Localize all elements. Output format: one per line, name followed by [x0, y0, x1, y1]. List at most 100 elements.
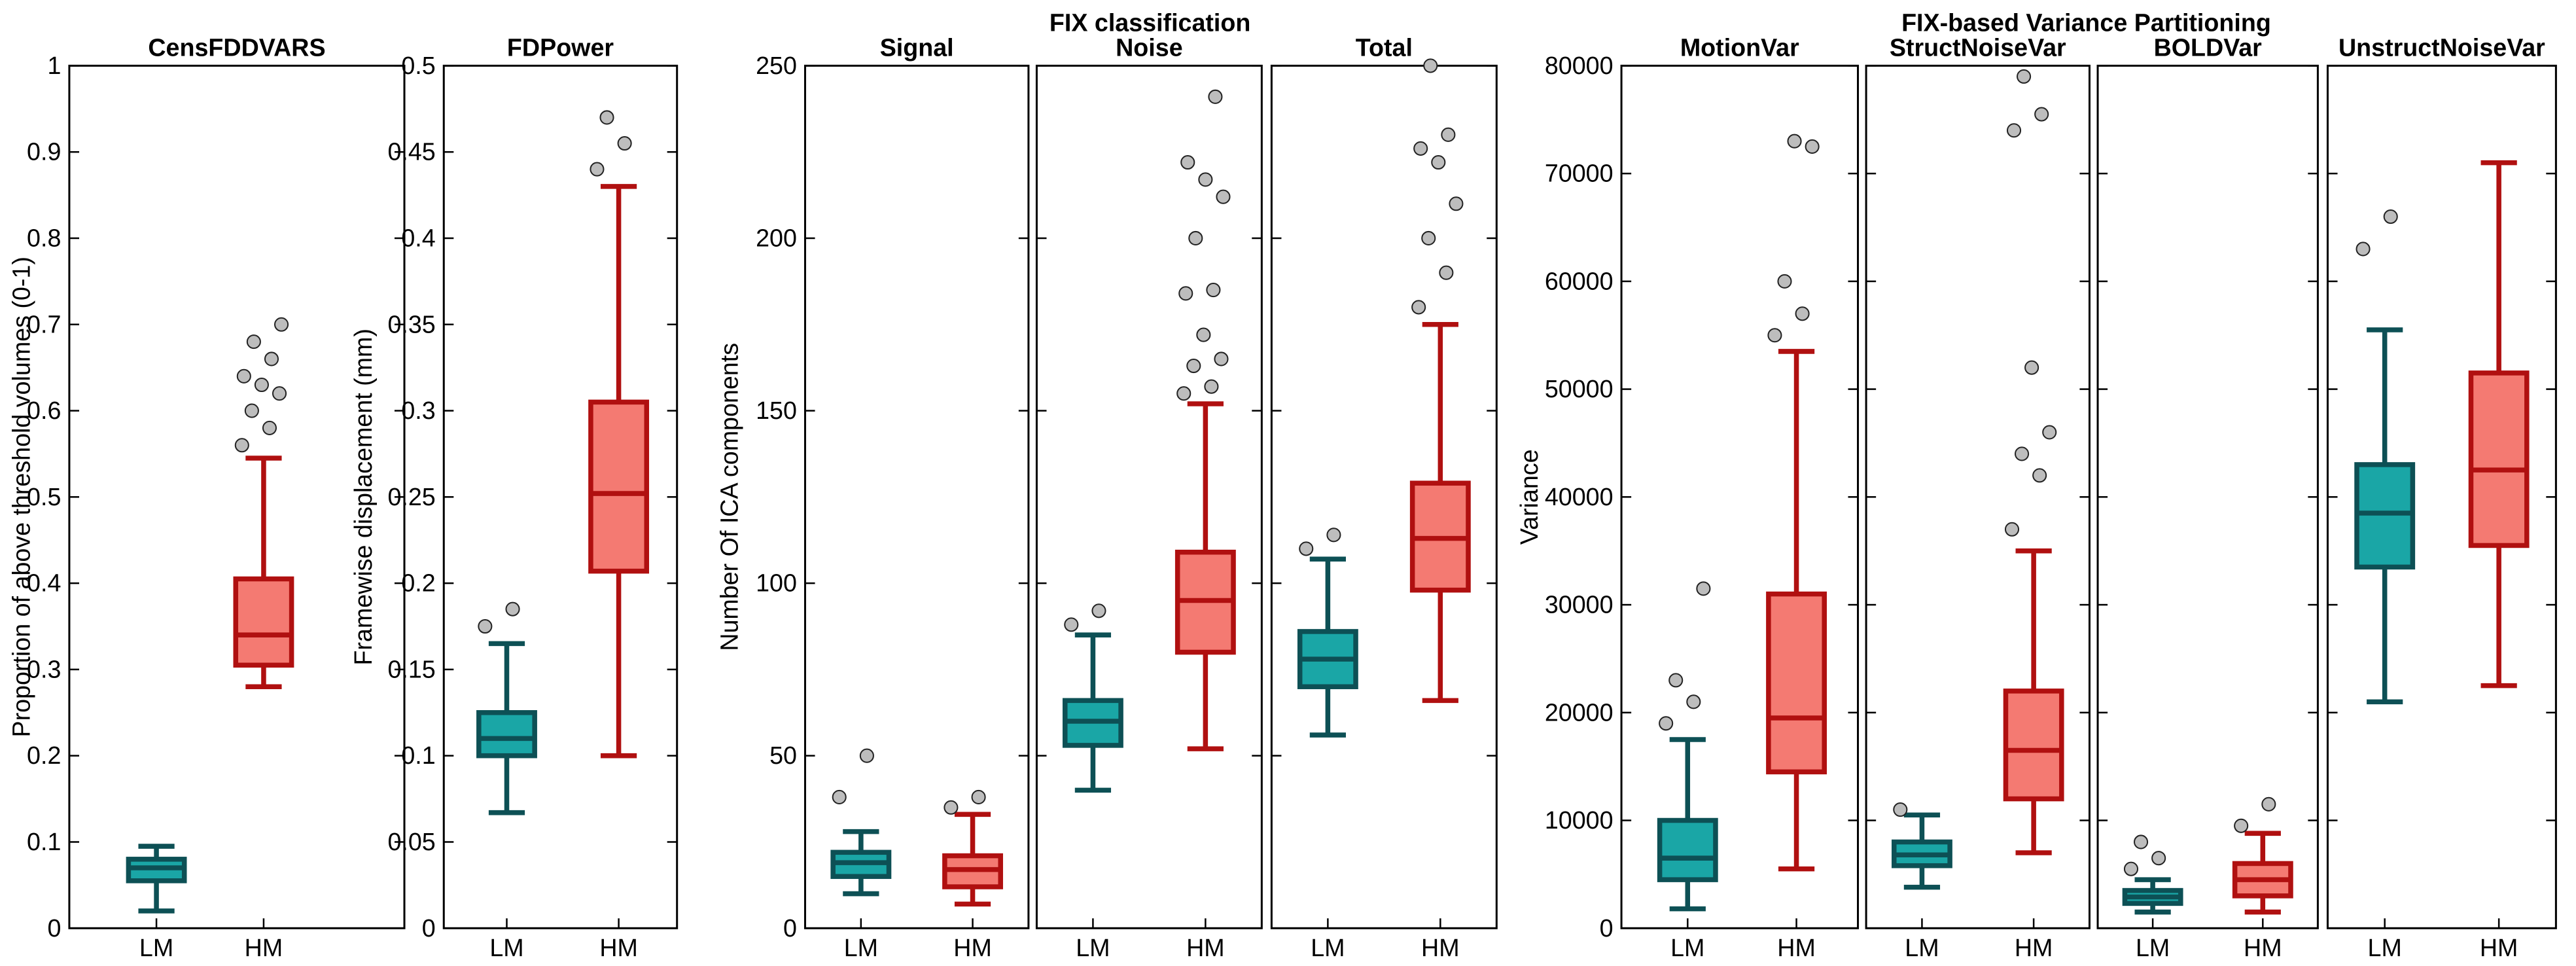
outlier-point	[1176, 386, 1191, 401]
x-tick-label: LM	[1311, 934, 1345, 961]
box	[1766, 591, 1827, 775]
outlier-point	[1767, 328, 1782, 343]
x-tick-label: HM	[2480, 934, 2518, 961]
outlier-point	[971, 789, 986, 804]
outlier-point	[2123, 861, 2139, 876]
panel-title: CensFDDVARS	[148, 33, 325, 61]
outlier-point	[1893, 802, 1908, 817]
outlier-point	[2032, 468, 2047, 483]
y-tick-label: 0.35	[387, 310, 435, 338]
outlier-point	[236, 368, 251, 384]
axes-frame	[1035, 64, 1263, 929]
outlier-point	[1204, 379, 1219, 394]
x-tick-label: LM	[1670, 934, 1704, 961]
axes-frame	[803, 64, 1030, 929]
y-tick-label: 100	[756, 569, 797, 597]
y-tick-label: 0.3	[27, 655, 61, 683]
y-tick-label: 250	[756, 52, 797, 79]
x-tick-label: HM	[1186, 934, 1225, 961]
outlier-point	[1441, 127, 1456, 142]
outlier-point	[1216, 189, 1231, 204]
outlier-point	[1805, 139, 1820, 154]
x-tick-label: LM	[844, 934, 878, 961]
group-title: FIX classification	[1050, 9, 1251, 37]
x-tick-label: LM	[1905, 934, 1939, 961]
y-tick-label: 0	[1600, 914, 1614, 942]
outlier-point	[234, 438, 249, 453]
panel-title: Noise	[1116, 33, 1183, 61]
y-tick-label: 0.5	[401, 52, 435, 79]
y-tick-label: 50000	[1545, 375, 1614, 402]
box	[2468, 370, 2530, 548]
y-tick-label: 40000	[1545, 483, 1614, 510]
outlier-point	[2383, 209, 2398, 224]
outlier-point	[1198, 172, 1213, 187]
y-tick-label: 0.1	[27, 828, 61, 855]
box	[233, 576, 294, 668]
x-tick-label: HM	[1777, 934, 1816, 961]
x-tick-label: HM	[245, 934, 283, 961]
y-tick-label: 0.05	[387, 828, 435, 855]
x-tick-label: HM	[953, 934, 992, 961]
outlier-point	[2042, 425, 2057, 440]
outlier-point	[1196, 327, 1211, 342]
y-tick-label: 200	[756, 224, 797, 252]
y-tick-label: 0.1	[401, 742, 435, 769]
outlier-point	[2355, 241, 2371, 257]
outlier-point	[1178, 286, 1193, 301]
outlier-point	[1659, 716, 1674, 731]
y-tick-label: 0.8	[27, 224, 61, 252]
outlier-point	[1421, 230, 1436, 246]
outlier-point	[1696, 581, 1711, 596]
y-tick-label: 60000	[1545, 267, 1614, 295]
outlier-point	[246, 334, 261, 349]
y-tick-label: 150	[756, 397, 797, 424]
outlier-point	[2006, 123, 2022, 138]
outlier-point	[1686, 694, 1701, 709]
y-tick-label: 0.5	[27, 483, 61, 510]
y-tick-label: 0.2	[27, 742, 61, 769]
y-tick-label: 70000	[1545, 160, 1614, 187]
outlier-point	[1091, 603, 1106, 618]
panel-title: FDPower	[507, 33, 614, 61]
outlier-point	[1208, 89, 1223, 104]
outlier-point	[599, 110, 614, 125]
outlier-point	[1449, 196, 1464, 211]
y-tick-label: 10000	[1545, 806, 1614, 834]
outlier-point	[590, 162, 605, 177]
outlier-point	[1668, 673, 1684, 688]
y-tick-label: 30000	[1545, 591, 1614, 618]
outlier-point	[1214, 351, 1229, 367]
outlier-point	[2024, 360, 2039, 375]
x-tick-label: LM	[139, 934, 173, 961]
y-axis-label: Proportion of above threshold volumes (0…	[8, 257, 35, 737]
outlier-point	[1180, 154, 1195, 170]
outlier-point	[1439, 265, 1454, 280]
outlier-point	[944, 800, 959, 815]
box	[1657, 817, 1718, 882]
outlier-point	[617, 135, 632, 151]
x-tick-label: LM	[489, 934, 523, 961]
x-tick-label: LM	[2136, 934, 2170, 961]
y-tick-label: 0	[422, 914, 436, 942]
outlier-point	[478, 618, 493, 634]
outlier-point	[2151, 851, 2166, 866]
panel-title: UnstructNoiseVar	[2338, 33, 2545, 61]
outlier-point	[1186, 358, 1201, 374]
x-tick-label: LM	[2368, 934, 2402, 961]
axes-frame	[1620, 64, 1860, 929]
outlier-point	[2261, 796, 2276, 812]
outlier-point	[1206, 283, 1221, 298]
y-axis-label: Number Of ICA components	[716, 343, 743, 651]
y-tick-label: 0.15	[387, 655, 435, 683]
outlier-point	[2234, 818, 2249, 833]
outlier-point	[1413, 141, 1428, 156]
x-tick-label: LM	[1076, 934, 1110, 961]
y-tick-label: 0.4	[27, 569, 61, 597]
y-tick-label: 0.45	[387, 138, 435, 166]
axes-frame	[2096, 64, 2319, 929]
y-tick-label: 20000	[1545, 698, 1614, 726]
outlier-point	[2004, 522, 2020, 537]
y-tick-label: 50	[769, 742, 797, 769]
